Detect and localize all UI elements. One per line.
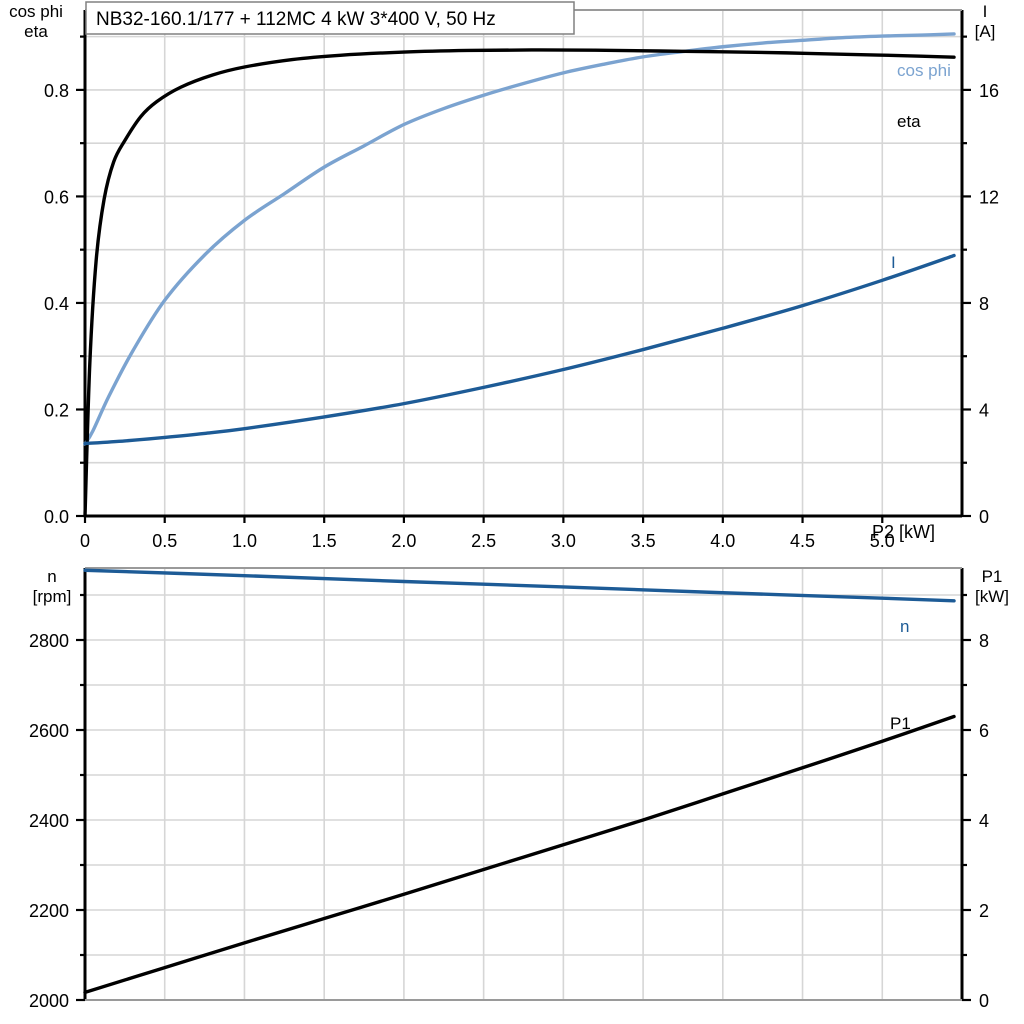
series-label-power: P1	[890, 714, 911, 733]
y-tick-label: 2000	[29, 991, 69, 1011]
x-tick-label: 1.0	[232, 531, 257, 551]
top-chart-curves	[83, 32, 956, 518]
y-tick-label: 0.4	[44, 294, 69, 314]
x-tick-label: 4.0	[710, 531, 735, 551]
bottom-y-axis-title-line2: [rpm]	[33, 587, 72, 606]
top-chart-axes	[83, 9, 964, 518]
top-y2-axis-title-line1: I	[983, 2, 988, 21]
top-x-axis-title: P2 [kW]	[872, 522, 935, 542]
bottom-chart-axes	[83, 567, 964, 1001]
y-tick-label: 0.6	[44, 187, 69, 207]
chart-title-box-border	[85, 1, 575, 35]
y-tick-label: 2400	[29, 811, 69, 831]
top-chart-group: 0 0.5 1.0 1.5 2.0 2.5 3.0 3.5 4.0 4.5 5.0 0.0 0.2 0.4…	[9, 1, 999, 551]
bottom-y2-axis-title-line1: P1	[982, 567, 1003, 586]
bottom-chart-tick-labels: 2000 2200 2400 2600 2800 0 2 4 6 8	[29, 631, 989, 1011]
bottom-chart-group: 2000 2200 2400 2600 2800 0 2 4 6 8 n [rpm] P1 [kW…	[29, 567, 1009, 1011]
bottom-chart-curves	[83, 568, 956, 995]
y-tick-label: 0.2	[44, 400, 69, 420]
y2-tick-label: 0	[979, 507, 989, 527]
bottom-chart-gridlines	[85, 568, 962, 1000]
bottom-y-axis-title-line1: n	[47, 567, 56, 586]
curve-n	[83, 568, 956, 603]
y2-tick-label: 4	[979, 811, 989, 831]
x-tick-label: 0	[80, 531, 90, 551]
x-tick-label: 5.0	[870, 531, 895, 551]
top-y2-axis-title-line2: [A]	[975, 22, 996, 41]
y2-tick-label: 8	[979, 631, 989, 651]
x-tick-label: 3.0	[551, 531, 576, 551]
curve-i	[83, 253, 956, 446]
y2-tick-label: 16	[979, 81, 999, 101]
y2-tick-label: 8	[979, 294, 989, 314]
series-label-cos-phi: cos phi	[897, 61, 951, 80]
y-tick-label: 2200	[29, 901, 69, 921]
bottom-y2-axis-title-line2: [kW]	[975, 587, 1009, 606]
x-tick-label: 3.5	[631, 531, 656, 551]
top-y-axis-title-line2: eta	[24, 22, 48, 41]
chart-title-box: NB32-160.1/177 + 112MC 4 kW 3*400 V, 50 …	[85, 1, 575, 35]
y2-tick-label: 12	[979, 187, 999, 207]
y-tick-label: 0.0	[44, 507, 69, 527]
x-tick-label: 4.5	[790, 531, 815, 551]
y-tick-label: 2800	[29, 631, 69, 651]
y-tick-label: 2600	[29, 721, 69, 741]
top-chart-gridlines	[85, 10, 962, 516]
curve-eta	[83, 48, 956, 518]
x-tick-label: 2.0	[391, 531, 416, 551]
top-y-axis-title-line1: cos phi	[9, 2, 63, 21]
chart-title-text: NB32-160.1/177 + 112MC 4 kW 3*400 V, 50 …	[96, 9, 496, 30]
y-tick-label: 0.8	[44, 81, 69, 101]
top-chart-tick-labels: 0 0.5 1.0 1.5 2.0 2.5 3.0 3.5 4.0 4.5 5.0 0.0 0.2 0.4…	[44, 81, 999, 551]
top-chart-ticks	[76, 35, 971, 523]
x-tick-label: 2.5	[471, 531, 496, 551]
series-label-current: I	[891, 253, 896, 272]
x-tick-label: 1.5	[312, 531, 337, 551]
curve-p1	[83, 714, 956, 995]
y2-tick-label: 0	[979, 991, 989, 1011]
series-label-speed: n	[900, 617, 909, 636]
bottom-chart-ticks	[76, 593, 971, 1002]
series-label-eta: eta	[897, 112, 921, 131]
y2-tick-label: 4	[979, 400, 989, 420]
x-tick-label: 0.5	[152, 531, 177, 551]
y2-tick-label: 2	[979, 901, 989, 921]
y2-tick-label: 6	[979, 721, 989, 741]
curve-cos-phi	[83, 32, 956, 446]
